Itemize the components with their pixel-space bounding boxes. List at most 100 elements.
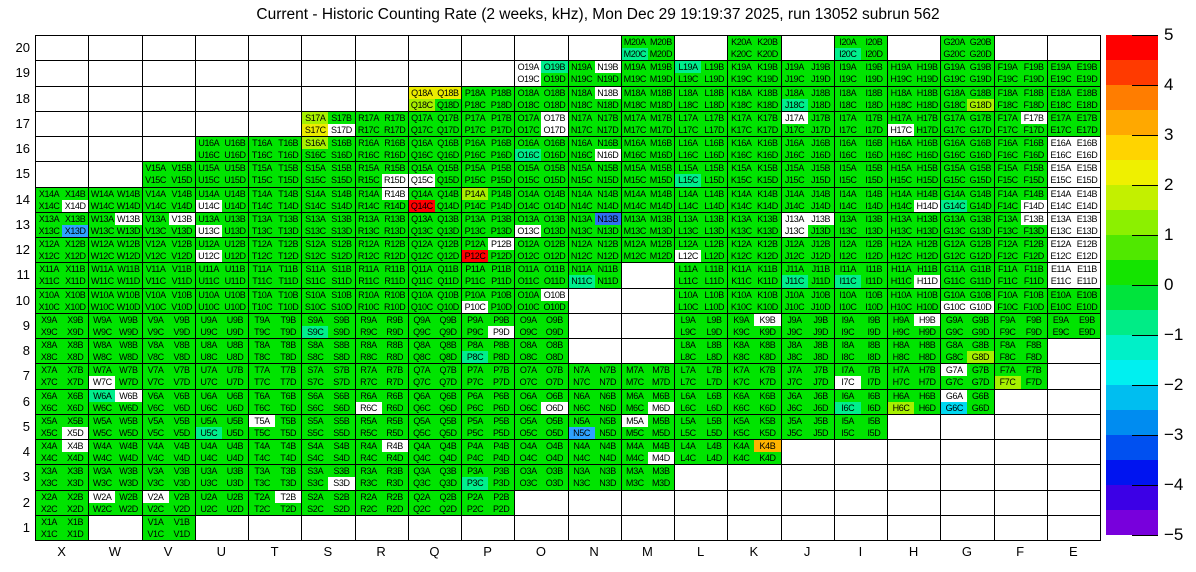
channel-P7A: P7A	[462, 364, 489, 377]
channel-G18B: G18B	[967, 86, 994, 99]
cell-O20	[515, 36, 569, 62]
channel-P16A: P16A	[462, 137, 489, 150]
channel-H13C: H13C	[888, 224, 915, 237]
channel-H6D: H6D	[914, 401, 941, 414]
cell-I14: I14A I14B I14C I14D	[834, 187, 888, 213]
channel-N6C: N6C	[568, 401, 595, 414]
cell-W17	[89, 111, 143, 137]
cell-S1	[302, 515, 356, 541]
channel-K16D: K16D	[754, 149, 781, 162]
channel-R16B: R16B	[381, 137, 408, 150]
channel-U9D: U9D	[221, 325, 248, 338]
channel-U11A: U11A	[195, 263, 222, 276]
y-axis-label-6: 6	[22, 393, 30, 409]
channel-I18A: I18A	[834, 86, 861, 99]
channel-S8C: S8C	[302, 351, 329, 364]
colorbar-tick-−4	[1132, 485, 1158, 486]
y-axis-label-5: 5	[22, 418, 30, 434]
channel-N3C: N3C	[568, 477, 595, 490]
cell-R5: R5A R5B R5C R5D	[355, 414, 409, 440]
channel-Q3D: Q3D	[434, 477, 461, 490]
channel-M18B: M18B	[647, 86, 674, 99]
channel-S13B: S13B	[328, 212, 355, 225]
channel-W3A: W3A	[89, 465, 116, 478]
channel-W12B: W12B	[115, 238, 142, 251]
channel-O4A: O4A	[515, 440, 542, 453]
channel-L17A: L17A	[675, 111, 702, 124]
channel-O16A: O16A	[515, 137, 542, 150]
channel-M17C: M17C	[621, 123, 648, 136]
y-axis-label-4: 4	[22, 444, 30, 460]
channel-K4A: K4A	[728, 440, 755, 453]
channel-W4C: W4C	[89, 452, 116, 465]
channel-L5C: L5C	[675, 426, 702, 439]
cell-S9: S9A S9B S9C S9D	[302, 313, 356, 339]
cell-T9: T9A T9B T9C T9D	[249, 313, 303, 339]
channel-S11A: S11A	[302, 263, 329, 276]
channel-R17A: R17A	[355, 111, 382, 124]
channel-X13D: X13D	[62, 224, 89, 237]
cell-G16: G16A G16B G16C G16D	[941, 137, 995, 163]
cell-M13: M13A M13B M13C M13D	[621, 212, 675, 238]
channel-P6B: P6B	[488, 389, 515, 402]
channel-T2D: T2D	[275, 502, 302, 515]
channel-Q13D: Q13D	[434, 224, 461, 237]
channel-I7C: I7C	[834, 376, 861, 389]
channel-Q3C: Q3C	[408, 477, 435, 490]
channel-P7D: P7D	[488, 376, 515, 389]
channel-Q11B: Q11B	[434, 263, 461, 276]
channel-S11C: S11C	[302, 275, 329, 288]
cell-G12: G12A G12B G12C G12D	[941, 238, 995, 264]
channel-F8D: F8D	[1020, 351, 1047, 364]
channel-R2A: R2A	[355, 490, 382, 503]
channel-W13D: W13D	[115, 224, 142, 237]
channel-W13B: W13B	[115, 212, 142, 225]
channel-R17D: R17D	[381, 123, 408, 136]
cell-P11: P11A P11B P11C P11D	[462, 263, 516, 289]
channel-V8D: V8D	[168, 351, 195, 364]
channel-V7B: V7B	[168, 364, 195, 377]
channel-L5D: L5D	[701, 426, 728, 439]
channel-L4A: L4A	[675, 440, 702, 453]
channel-H8D: H8D	[914, 351, 941, 364]
channel-N3B: N3B	[594, 465, 621, 478]
channel-M13A: M13A	[621, 212, 648, 225]
cell-X16	[36, 137, 90, 163]
channel-O9C: O9C	[515, 325, 542, 338]
cell-N5: N5A N5B N5C N5D	[568, 414, 622, 440]
cell-V20	[142, 36, 196, 62]
cell-H17: H17A H17B H17C H17D	[888, 111, 942, 137]
channel-T8A: T8A	[249, 339, 276, 352]
channel-W9B: W9B	[115, 313, 142, 326]
cell-N8	[568, 339, 622, 365]
cell-R8: R8A R8B R8C R8D	[355, 339, 409, 365]
channel-M4A: M4A	[621, 440, 648, 453]
channel-E11C: E11C	[1047, 275, 1074, 288]
channel-S16A: S16A	[302, 137, 329, 150]
cell-X6: X6A X6B X6C X6D	[36, 389, 90, 415]
cell-W3: W3A W3B W3C W3D	[89, 465, 143, 491]
cell-U17	[195, 111, 249, 137]
channel-Q4A: Q4A	[408, 440, 435, 453]
cell-K10: K10A K10B K10C K10D	[728, 288, 782, 314]
channel-V13D: V13D	[168, 224, 195, 237]
channel-O11D: O11D	[541, 275, 568, 288]
colorbar-tick-3	[1132, 135, 1158, 136]
channel-U16D: U16D	[221, 149, 248, 162]
channel-H15C: H15C	[888, 174, 915, 187]
cell-X17	[36, 111, 90, 137]
colorbar: 5 4 3 2 1 0 −1 −2 −3 −4 −5	[1106, 25, 1196, 544]
channel-T16C: T16C	[249, 149, 276, 162]
channel-K4B: K4B	[754, 440, 781, 453]
cell-U8: U8A U8B U8C U8D	[195, 339, 249, 365]
channel-H16D: H16D	[914, 149, 941, 162]
channel-X7C: X7C	[36, 376, 63, 389]
cell-H2	[888, 490, 942, 516]
cell-Q4: Q4A Q4B Q4C Q4D	[408, 440, 462, 466]
channel-N5A: N5A	[568, 414, 595, 427]
channel-R16A: R16A	[355, 137, 382, 150]
channel-M14D: M14D	[647, 199, 674, 212]
channel-H11D: H11D	[914, 275, 941, 288]
cell-X1: X1A X1B X1C X1D	[36, 515, 90, 541]
channel-V6C: V6C	[142, 401, 169, 414]
